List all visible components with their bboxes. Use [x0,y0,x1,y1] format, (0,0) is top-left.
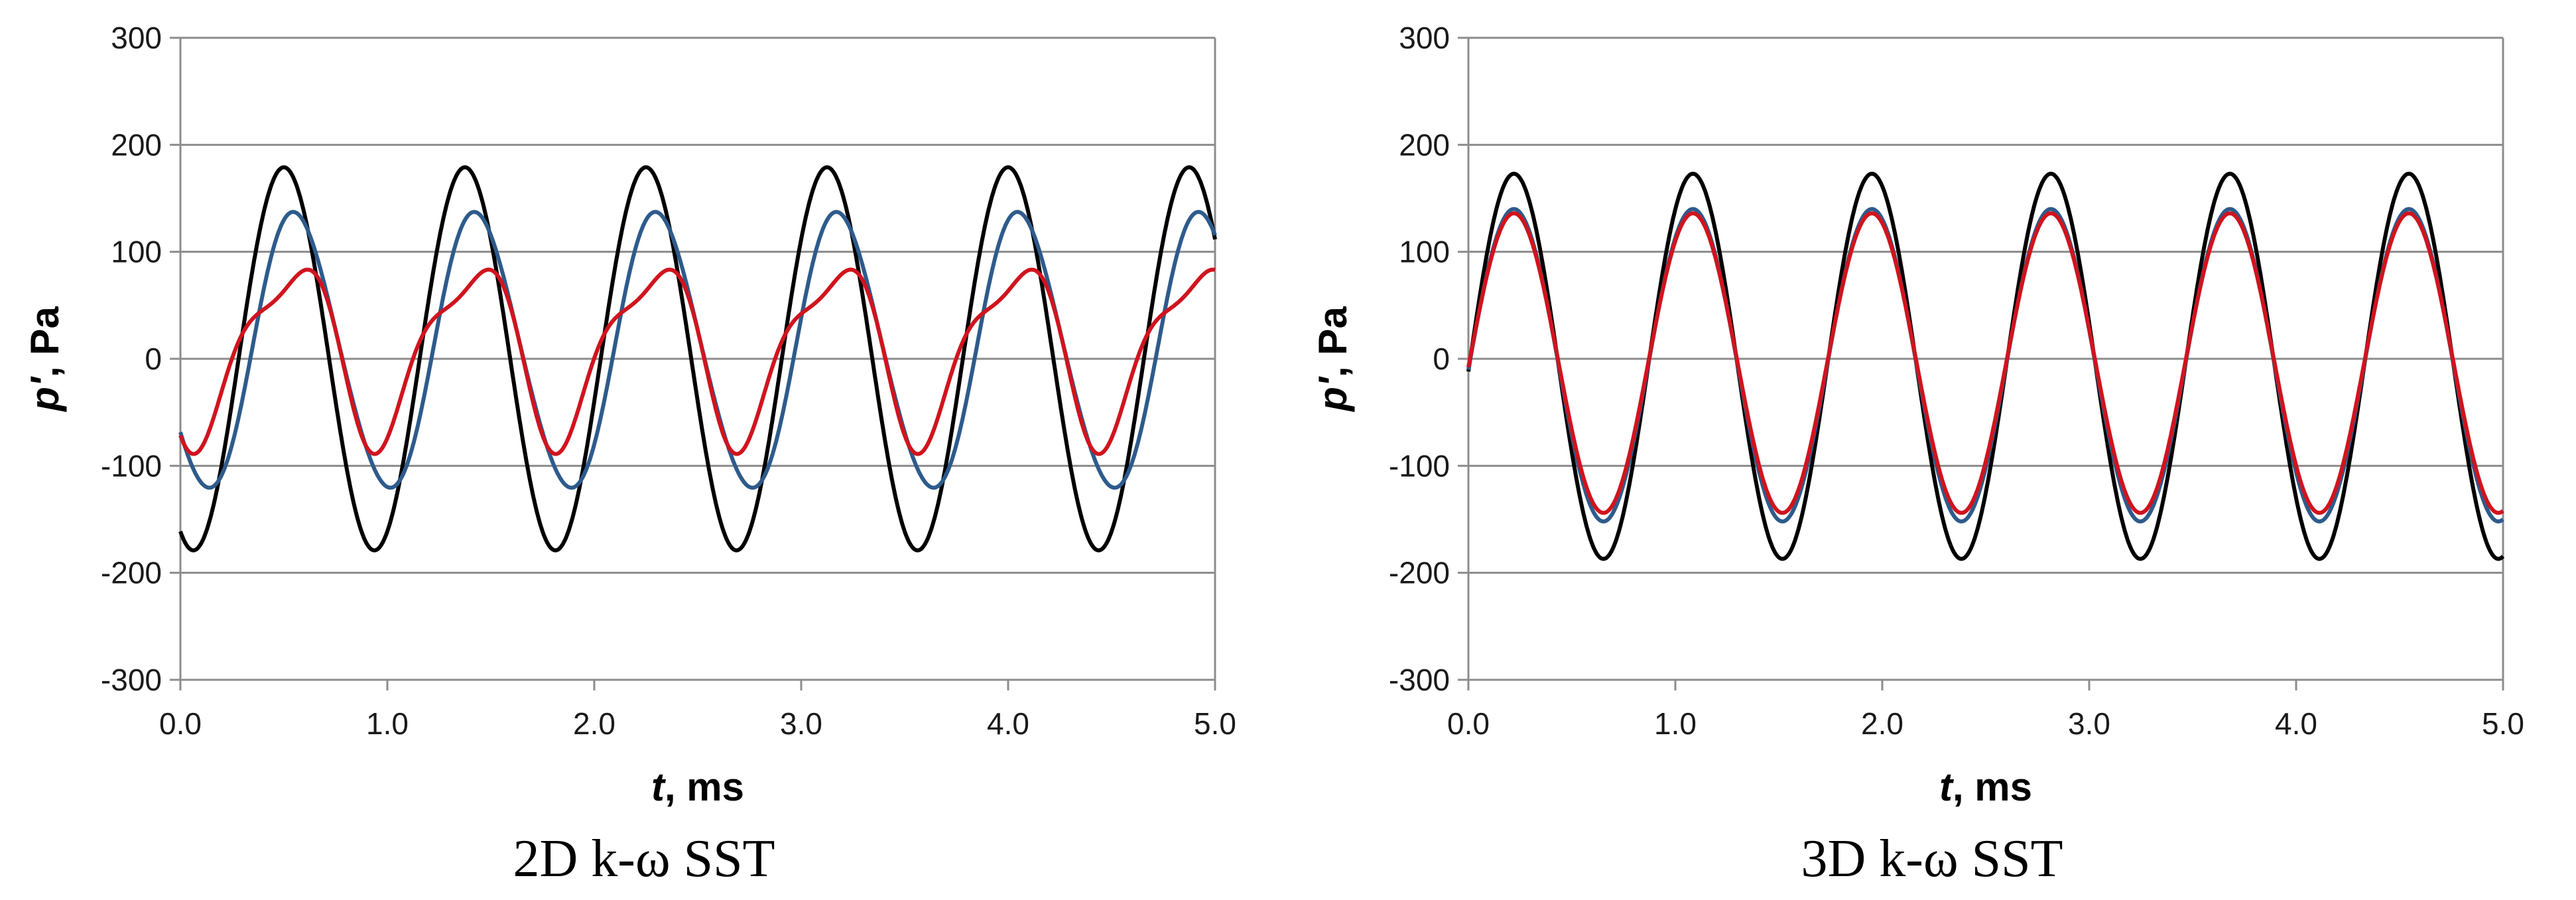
series-line-1 [1466,171,2505,561]
y-tick-label: -200 [101,556,162,590]
y-tick-label: 0 [1433,342,1450,376]
chart-panel-3d: -300 -200 -100 0 100 200 300 0.0 1.0 2.0 3.0 4.0 5.0… [1288,0,2576,900]
x-tick-label: 0.0 [1447,706,1490,741]
x-tick-label: 5.0 [2482,706,2524,741]
y-tick-label: -100 [1389,448,1450,483]
series-line-2 [178,210,1217,490]
y-tick-label: 200 [1399,127,1450,162]
y-tick-label: 300 [111,21,162,55]
x-tick-label: 2.0 [1861,706,1903,741]
x-tick-label: 2.0 [573,706,615,741]
series-line-3 [178,267,1216,456]
x-axis-title: t, ms [1939,765,2032,809]
series-line-1 [178,165,1217,552]
x-tick-label: 0.0 [159,706,202,741]
y-tick-label: -300 [101,663,162,697]
x-axis-title: t, ms [651,765,744,809]
series-line-3 [1466,211,2504,515]
y-tick-label: 100 [1399,235,1450,269]
y-tick-label: 200 [111,127,162,162]
y-axis-title: p', Pa [1311,306,1355,413]
y-tick-label: -300 [1389,663,1450,697]
caption-2d: 2D k-ω SST [513,830,775,888]
x-tick-label: 1.0 [1654,706,1697,741]
chart-panel-2d: -300 -200 -100 0 100 200 300 0.0 1.0 2.0 3.0 4.0 5.0… [23,21,1236,888]
x-tick-label: 5.0 [1194,706,1236,741]
y-tick-label: -200 [1389,556,1450,590]
y-tick-label: 100 [111,235,162,269]
y-tick-label: 0 [145,342,162,376]
x-tick-label: 4.0 [987,706,1029,741]
y-axis-title: p', Pa [23,306,67,413]
x-tick-label: 4.0 [2275,706,2317,741]
x-tick-label: 3.0 [2068,706,2110,741]
caption-3d: 3D k-ω SST [1801,830,2063,888]
y-tick-label: -100 [101,448,162,483]
x-tick-label: 3.0 [780,706,822,741]
x-tick-label: 1.0 [366,706,409,741]
chart-3d: -300 -200 -100 0 100 200 300 0.0 1.0 2.0 3.0 4.0 5.0… [1311,21,2524,809]
y-tick-label: 300 [1399,21,1450,55]
chart-2d: -300 -200 -100 0 100 200 300 0.0 1.0 2.0 3.0 4.0 5.0… [23,21,1236,809]
